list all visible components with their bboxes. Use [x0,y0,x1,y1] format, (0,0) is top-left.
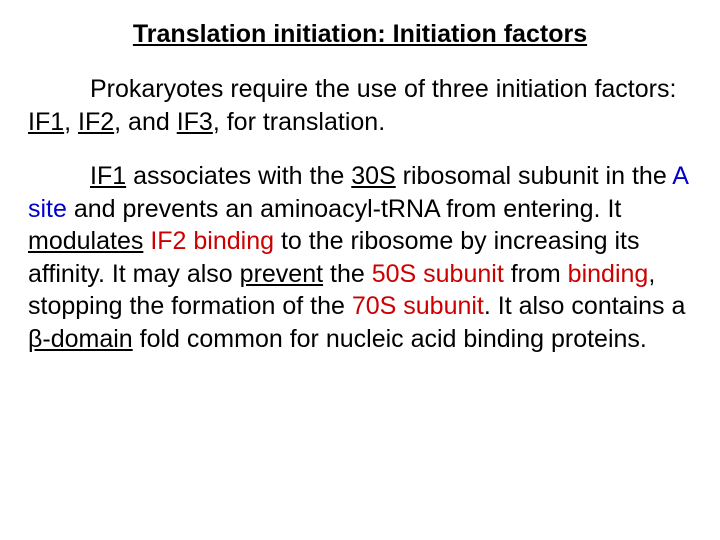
p2-if1: IF1 [90,162,126,190]
p2-s8: . It also contains a [484,292,686,320]
p2-s5: the [323,260,372,288]
p2-binding: binding [568,260,649,288]
slide-title: Translation initiation: Initiation facto… [28,20,692,49]
p1-text-2: , for translation. [213,108,385,136]
paragraph-1: Prokaryotes require the use of three ini… [28,73,692,138]
p2-s9: fold common for nucleic acid binding pro… [133,325,647,353]
p2-70s: 70S subunit [352,292,484,320]
p2-s1: associates with the [126,162,351,190]
p2-s6: from [504,260,568,288]
slide-container: Translation initiation: Initiation facto… [0,0,720,540]
p1-comma-1: , [64,108,78,136]
p2-s3: and prevents an aminoacyl-tRNA from ente… [67,195,621,223]
p2-s2: ribosomal subunit in the [396,162,673,190]
p2-prevent: prevent [240,260,323,288]
p1-if3: IF3 [177,108,213,136]
p2-modulates: modulates [28,227,143,255]
p2-30s: 30S [351,162,395,190]
p2-50s: 50S subunit [372,260,504,288]
p1-if2: IF2 [78,108,114,136]
p1-text-1: Prokaryotes require the use of three ini… [90,75,676,103]
p1-if1: IF1 [28,108,64,136]
p2-beta-domain: β-domain [28,325,133,353]
paragraph-2: IF1 associates with the 30S ribosomal su… [28,160,692,355]
p2-if2-binding: IF2 binding [150,227,274,255]
p1-comma-2: , and [114,108,177,136]
